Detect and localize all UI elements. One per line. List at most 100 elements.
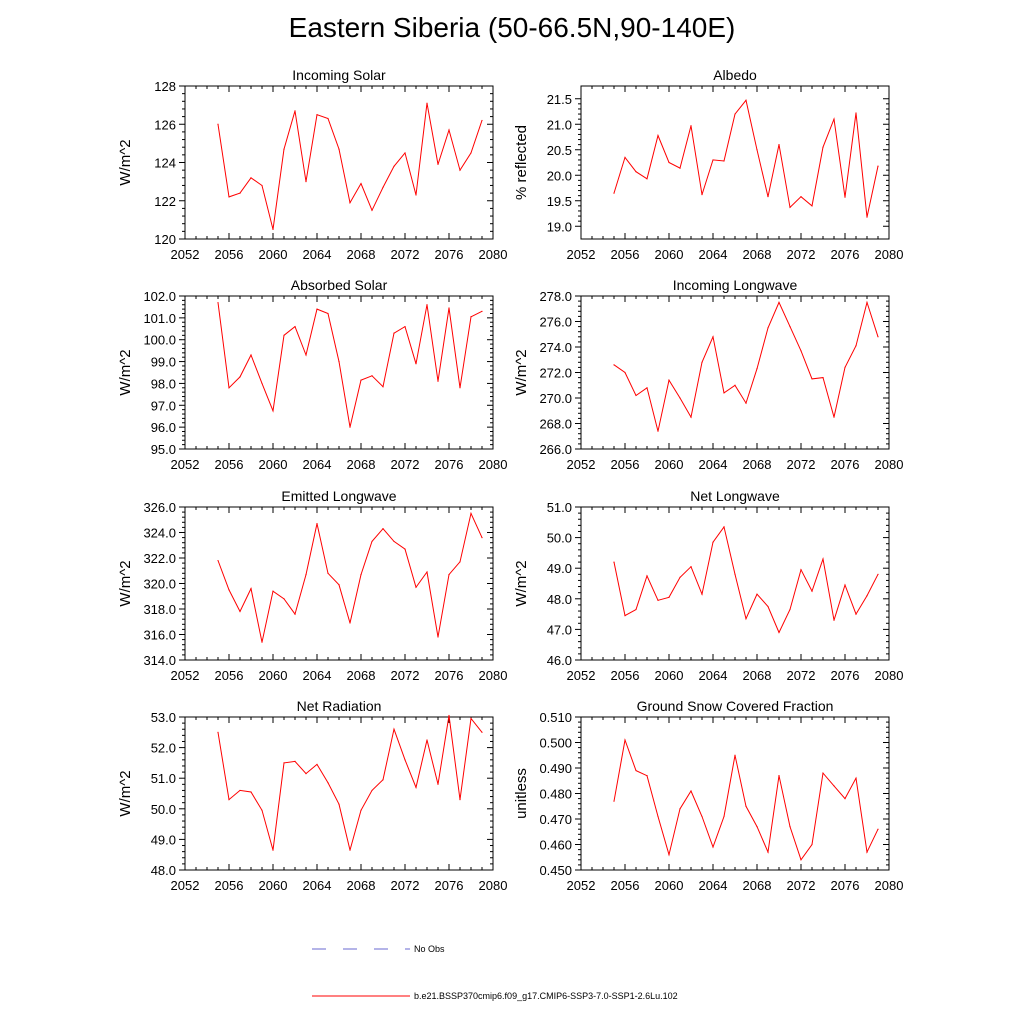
panel-4-data-point (701, 361, 703, 363)
panel-6-ylabel: W/m^2 (513, 560, 530, 606)
panel-3-data-point (294, 326, 296, 328)
panel-3-data-point (470, 316, 472, 318)
panel-2-data-point (624, 156, 626, 158)
panel-4-xtick-label: 2072 (787, 457, 816, 472)
panel-5-data-point (448, 573, 450, 576)
panel-4-ytick-label: 276.0 (539, 315, 572, 330)
panel-4-data-point (679, 397, 681, 399)
panel-7-data-point (415, 786, 417, 788)
panel-7-ytick-label: 51.0 (151, 771, 176, 786)
panel-5-data-point (470, 512, 472, 514)
panel-7-ytick-label: 49.0 (151, 832, 176, 847)
panel-4-data-point (866, 301, 868, 303)
panel-6-ytick-label: 47.0 (547, 622, 572, 637)
panel-6-xtick-label: 2068 (743, 668, 772, 683)
panel-7-data-point (228, 799, 230, 801)
panel-5-xtick-label: 2068 (347, 668, 376, 683)
panel-2-xtick-label: 2068 (743, 247, 772, 262)
panel-3-data-point (272, 410, 274, 412)
panel-8-ytick-label: 0.500 (539, 736, 572, 751)
panel-8-data-point (646, 775, 648, 777)
panel-2-xtick-label: 2072 (787, 247, 816, 262)
panel-1-ytick-label: 122 (154, 194, 176, 209)
panel-7-data-point (371, 789, 373, 792)
panel-1-data-point (294, 110, 296, 112)
panel-2-data-point (646, 178, 648, 180)
panel-3-ytick-label: 100.0 (143, 333, 176, 348)
panel-2: Albedo 2052 2056 2060 2064 2068 2072 2076 2080 19… (513, 67, 903, 262)
panel-2-data-point (855, 112, 857, 114)
panel-6-data-point (877, 573, 879, 575)
panel-6-data-point (657, 599, 659, 601)
panel-8-xtick-label: 2060 (655, 878, 684, 893)
panel-2-data-point (756, 149, 758, 151)
panel-3-data-point (459, 387, 461, 389)
panel-3-data-point (327, 312, 329, 315)
panel-4-frame (580, 295, 890, 450)
panel-3-data-point (217, 301, 219, 304)
panel-1-data-point (448, 129, 450, 131)
panel-4-series-line (613, 300, 879, 432)
panel-1-xtick-label: 2068 (347, 247, 376, 262)
panel-7-data-point (404, 759, 406, 761)
panel-6-ytick-label: 46.0 (547, 653, 572, 668)
panel-5-frame (184, 506, 494, 661)
panel-5-xtick-label: 2072 (391, 668, 420, 683)
panel-6-data-point (723, 526, 725, 528)
panel-1-data-point (371, 209, 373, 211)
panel-1-data-point (382, 186, 384, 188)
panel-2-data-point (844, 196, 846, 198)
panel-2-title: Albedo (713, 67, 757, 83)
panel-3-data-point (360, 379, 362, 381)
panel-3-data-point (448, 307, 450, 309)
panel-8-ytick-label: 0.480 (539, 787, 572, 802)
panel-8-data-point (657, 815, 659, 818)
panel-1: Incoming Solar 2052 2056 2060 2064 2068 2072 20… (117, 67, 507, 262)
panel-8-data-point (624, 739, 626, 741)
panel-5-xtick-label: 2064 (303, 668, 332, 683)
panel-3-series-line (217, 302, 483, 428)
panel-3-xtick-label: 2064 (303, 457, 332, 472)
panel-5-data-point (283, 598, 285, 600)
panel-5-xtick-label: 2080 (479, 668, 508, 683)
panel-7-data-point (305, 773, 307, 775)
panel-4-xtick-label: 2060 (655, 457, 684, 472)
panel-3-xtick-label: 2052 (171, 457, 200, 472)
panel-1-data-point (470, 152, 472, 154)
panel-7-data-point (448, 714, 450, 717)
panel-1-data-point (437, 163, 439, 166)
figure-title: Eastern Siberia (50-66.5N,90-140E) (288, 12, 736, 43)
panel-8-xtick-label: 2052 (567, 878, 596, 893)
panel-5-data-point (294, 613, 296, 615)
panel-3-data-point (426, 304, 428, 306)
panel-6-data-point (778, 631, 780, 634)
panel-5-ytick-label: 316.0 (143, 628, 176, 643)
panel-2-data-point (778, 144, 780, 146)
panel-7-data-point (239, 789, 241, 792)
panel-2-data-point (833, 118, 835, 120)
panel-7-xtick-label: 2068 (347, 878, 376, 893)
panel-6-xtick-label: 2060 (655, 668, 684, 683)
panel-8-data-point (833, 785, 835, 787)
panel-2-series-line (613, 99, 879, 218)
panel-3-data-point (349, 426, 351, 428)
panel-2-data-point (734, 113, 736, 115)
panel-3-data-point (481, 310, 483, 312)
panel-5-data-point (349, 622, 351, 624)
panel-2-ytick-label: 20.5 (547, 143, 572, 158)
panel-7-data-point (217, 731, 219, 733)
legend: No Obs b.e21.BSSP370cmip6.f09_g17.CMIP6-S… (312, 944, 678, 1001)
legend-model-label: b.e21.BSSP370cmip6.f09_g17.CMIP6-SSP3-7.… (414, 991, 678, 1001)
panel-7-data-point (261, 809, 263, 811)
panel-7-data-point (349, 849, 351, 851)
panel-6-data-point (734, 573, 736, 575)
panel-6-data-point (855, 613, 857, 615)
panel-6-xtick-label: 2064 (699, 668, 728, 683)
panel-5-data-point (437, 636, 439, 638)
panel-7-ylabel: W/m^2 (117, 770, 134, 816)
panel-1-data-point (459, 169, 461, 171)
panel-3-data-point (239, 376, 241, 378)
panel-8-series-line (613, 738, 879, 861)
panel-7-data-point (382, 779, 384, 781)
panel-6-title: Net Longwave (690, 488, 780, 504)
